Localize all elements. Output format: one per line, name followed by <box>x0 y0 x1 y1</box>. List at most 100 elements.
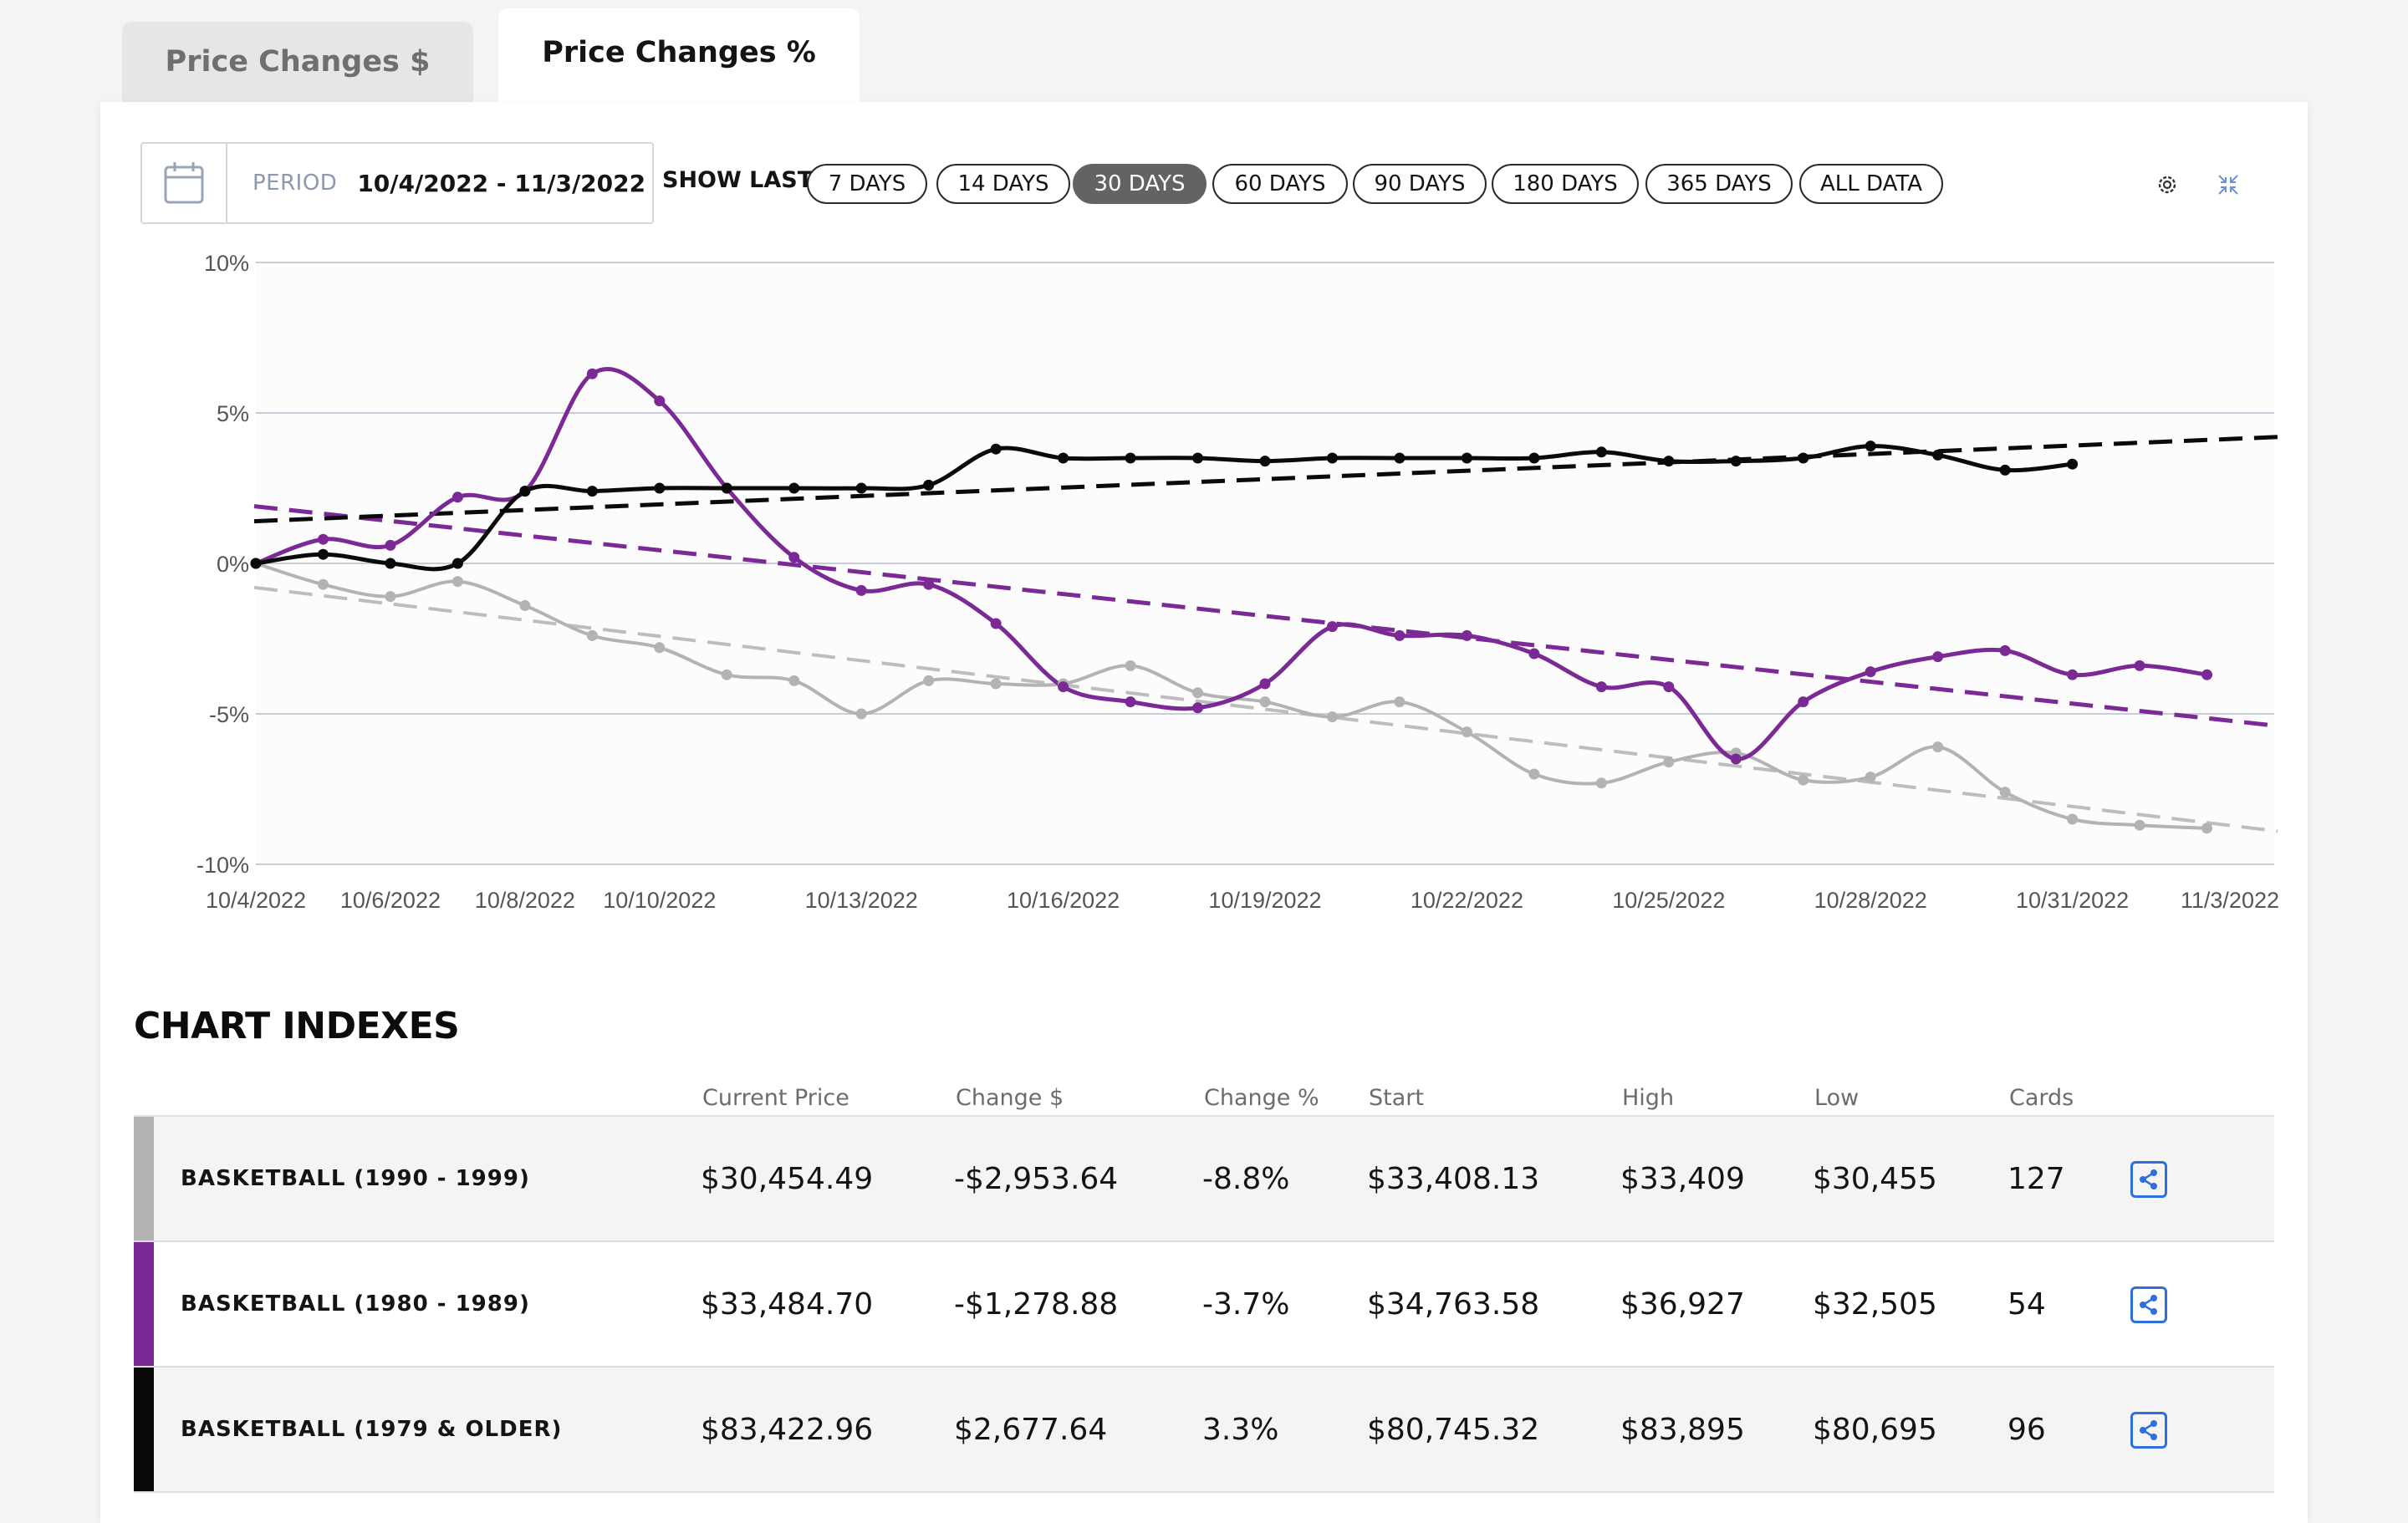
data-point <box>721 482 732 494</box>
data-point <box>654 395 666 407</box>
x-tick-label: 10/16/2022 <box>1007 888 1120 913</box>
data-point <box>1461 726 1472 738</box>
change-dollar: -$1,278.88 <box>954 1286 1119 1322</box>
tab-label: Price Changes $ <box>165 45 431 79</box>
share-icon[interactable] <box>2130 1286 2167 1323</box>
data-point <box>1798 774 1809 786</box>
range-button-30-days[interactable]: 30 DAYS <box>1073 164 1207 204</box>
change-percent: 3.3% <box>1202 1412 1279 1447</box>
range-button-60-days[interactable]: 60 DAYS <box>1212 164 1348 204</box>
chart-indexes-title: CHART INDEXES <box>134 1005 460 1047</box>
share-icon[interactable] <box>2130 1161 2167 1198</box>
current-price: $33,484.70 <box>701 1286 874 1322</box>
x-tick-label: 10/6/2022 <box>340 888 441 913</box>
column-header-start: Start <box>1369 1085 1424 1111</box>
change-percent: -8.8% <box>1202 1161 1290 1196</box>
data-point <box>1932 651 1944 663</box>
data-point <box>2067 458 2079 470</box>
data-point <box>1528 452 1540 464</box>
range-button-label: ALL DATA <box>1819 171 1922 196</box>
current-price: $83,422.96 <box>701 1412 874 1447</box>
data-point <box>2067 813 2079 825</box>
data-point <box>1595 681 1607 693</box>
range-button-14-days[interactable]: 14 DAYS <box>936 164 1070 204</box>
change-percent: -3.7% <box>1202 1286 1290 1322</box>
price-change-chart: 10% 5% 0% -5% -10% 10/4/2022 10/6/2022 10/8/20… <box>196 251 2279 913</box>
period-picker[interactable]: PERIOD 10/4/2022 - 11/3/2022 <box>140 142 654 224</box>
series-line <box>255 444 2073 572</box>
data-point <box>1326 452 1338 464</box>
y-tick-label: 0% <box>217 552 249 577</box>
data-point <box>452 576 463 588</box>
series-color-swatch <box>134 1242 154 1366</box>
high-price: $33,409 <box>1620 1161 1745 1196</box>
data-point <box>385 591 396 603</box>
column-header-low: Low <box>1814 1085 1860 1111</box>
range-button-7-days[interactable]: 7 DAYS <box>807 164 927 204</box>
x-tick-label: 10/31/2022 <box>2016 888 2129 913</box>
data-point <box>1461 452 1472 464</box>
data-point <box>1730 753 1742 765</box>
column-header-current-price: Current Price <box>702 1085 849 1111</box>
data-point <box>519 486 531 497</box>
high-price: $83,895 <box>1620 1412 1745 1447</box>
x-tick-label: 10/10/2022 <box>603 888 716 913</box>
data-point <box>1528 648 1540 660</box>
card-count: 96 <box>2008 1412 2046 1447</box>
data-point <box>855 584 867 596</box>
data-point <box>1326 711 1338 723</box>
range-button-90-days[interactable]: 90 DAYS <box>1353 164 1487 204</box>
range-button-label: 60 DAYS <box>1234 171 1326 196</box>
range-button-label: 365 DAYS <box>1666 171 1772 196</box>
range-button-all-data[interactable]: ALL DATA <box>1799 164 1943 204</box>
index-name: BASKETBALL (1980 - 1989) <box>181 1291 530 1317</box>
column-header-change-dollar: Change $ <box>956 1085 1064 1111</box>
range-button-180-days[interactable]: 180 DAYS <box>1492 164 1639 204</box>
data-point <box>923 479 935 491</box>
column-header-cards: Cards <box>2009 1085 2074 1111</box>
data-point <box>1528 768 1540 780</box>
change-dollar: $2,677.64 <box>954 1412 1108 1447</box>
data-point <box>1798 696 1809 708</box>
share-icon[interactable] <box>2130 1412 2167 1449</box>
collapse-icon[interactable] <box>2214 171 2242 199</box>
x-tick-label: 10/25/2022 <box>1612 888 1725 913</box>
data-point <box>1394 696 1406 708</box>
data-point <box>317 533 329 545</box>
data-point <box>990 678 1002 690</box>
tab-price-changes-percent[interactable]: Price Changes % <box>498 8 860 105</box>
calendar-icon[interactable] <box>142 144 227 222</box>
change-dollar: -$2,953.64 <box>954 1161 1119 1196</box>
range-button-365-days[interactable]: 365 DAYS <box>1645 164 1793 204</box>
data-point <box>1865 666 1876 678</box>
data-point <box>1192 687 1204 699</box>
data-point <box>586 629 598 641</box>
data-point <box>1999 464 2011 476</box>
range-button-label: 90 DAYS <box>1374 171 1466 196</box>
data-point <box>1663 456 1675 467</box>
data-point <box>990 618 1002 629</box>
data-point <box>1865 441 1876 452</box>
period-label: PERIOD <box>253 171 338 196</box>
data-point <box>1192 452 1204 464</box>
column-header-change-percent: Change % <box>1204 1085 1319 1111</box>
data-point <box>1058 681 1069 693</box>
period-value: 10/4/2022 - 11/3/2022 <box>357 169 646 197</box>
range-button-label: 180 DAYS <box>1513 171 1618 196</box>
data-point <box>385 558 396 569</box>
tab-price-changes-dollar[interactable]: Price Changes $ <box>122 22 473 102</box>
table-row: BASKETBALL (1990 - 1999) $30,454.49 -$2,… <box>134 1117 2274 1242</box>
x-tick-label: 10/28/2022 <box>1814 888 1927 913</box>
data-point <box>1999 787 2011 798</box>
data-point <box>2134 819 2145 831</box>
data-point <box>721 669 732 680</box>
data-point <box>317 548 329 560</box>
y-tick-label: -5% <box>209 702 249 727</box>
gear-icon[interactable] <box>2153 171 2181 199</box>
data-point <box>1932 449 1944 461</box>
range-button-label: 30 DAYS <box>1094 171 1186 196</box>
y-tick-label: -10% <box>196 853 249 878</box>
data-point <box>1259 696 1271 708</box>
low-price: $80,695 <box>1813 1412 1937 1447</box>
table-row: BASKETBALL (1979 & OLDER) $83,422.96 $2,… <box>134 1368 2274 1493</box>
